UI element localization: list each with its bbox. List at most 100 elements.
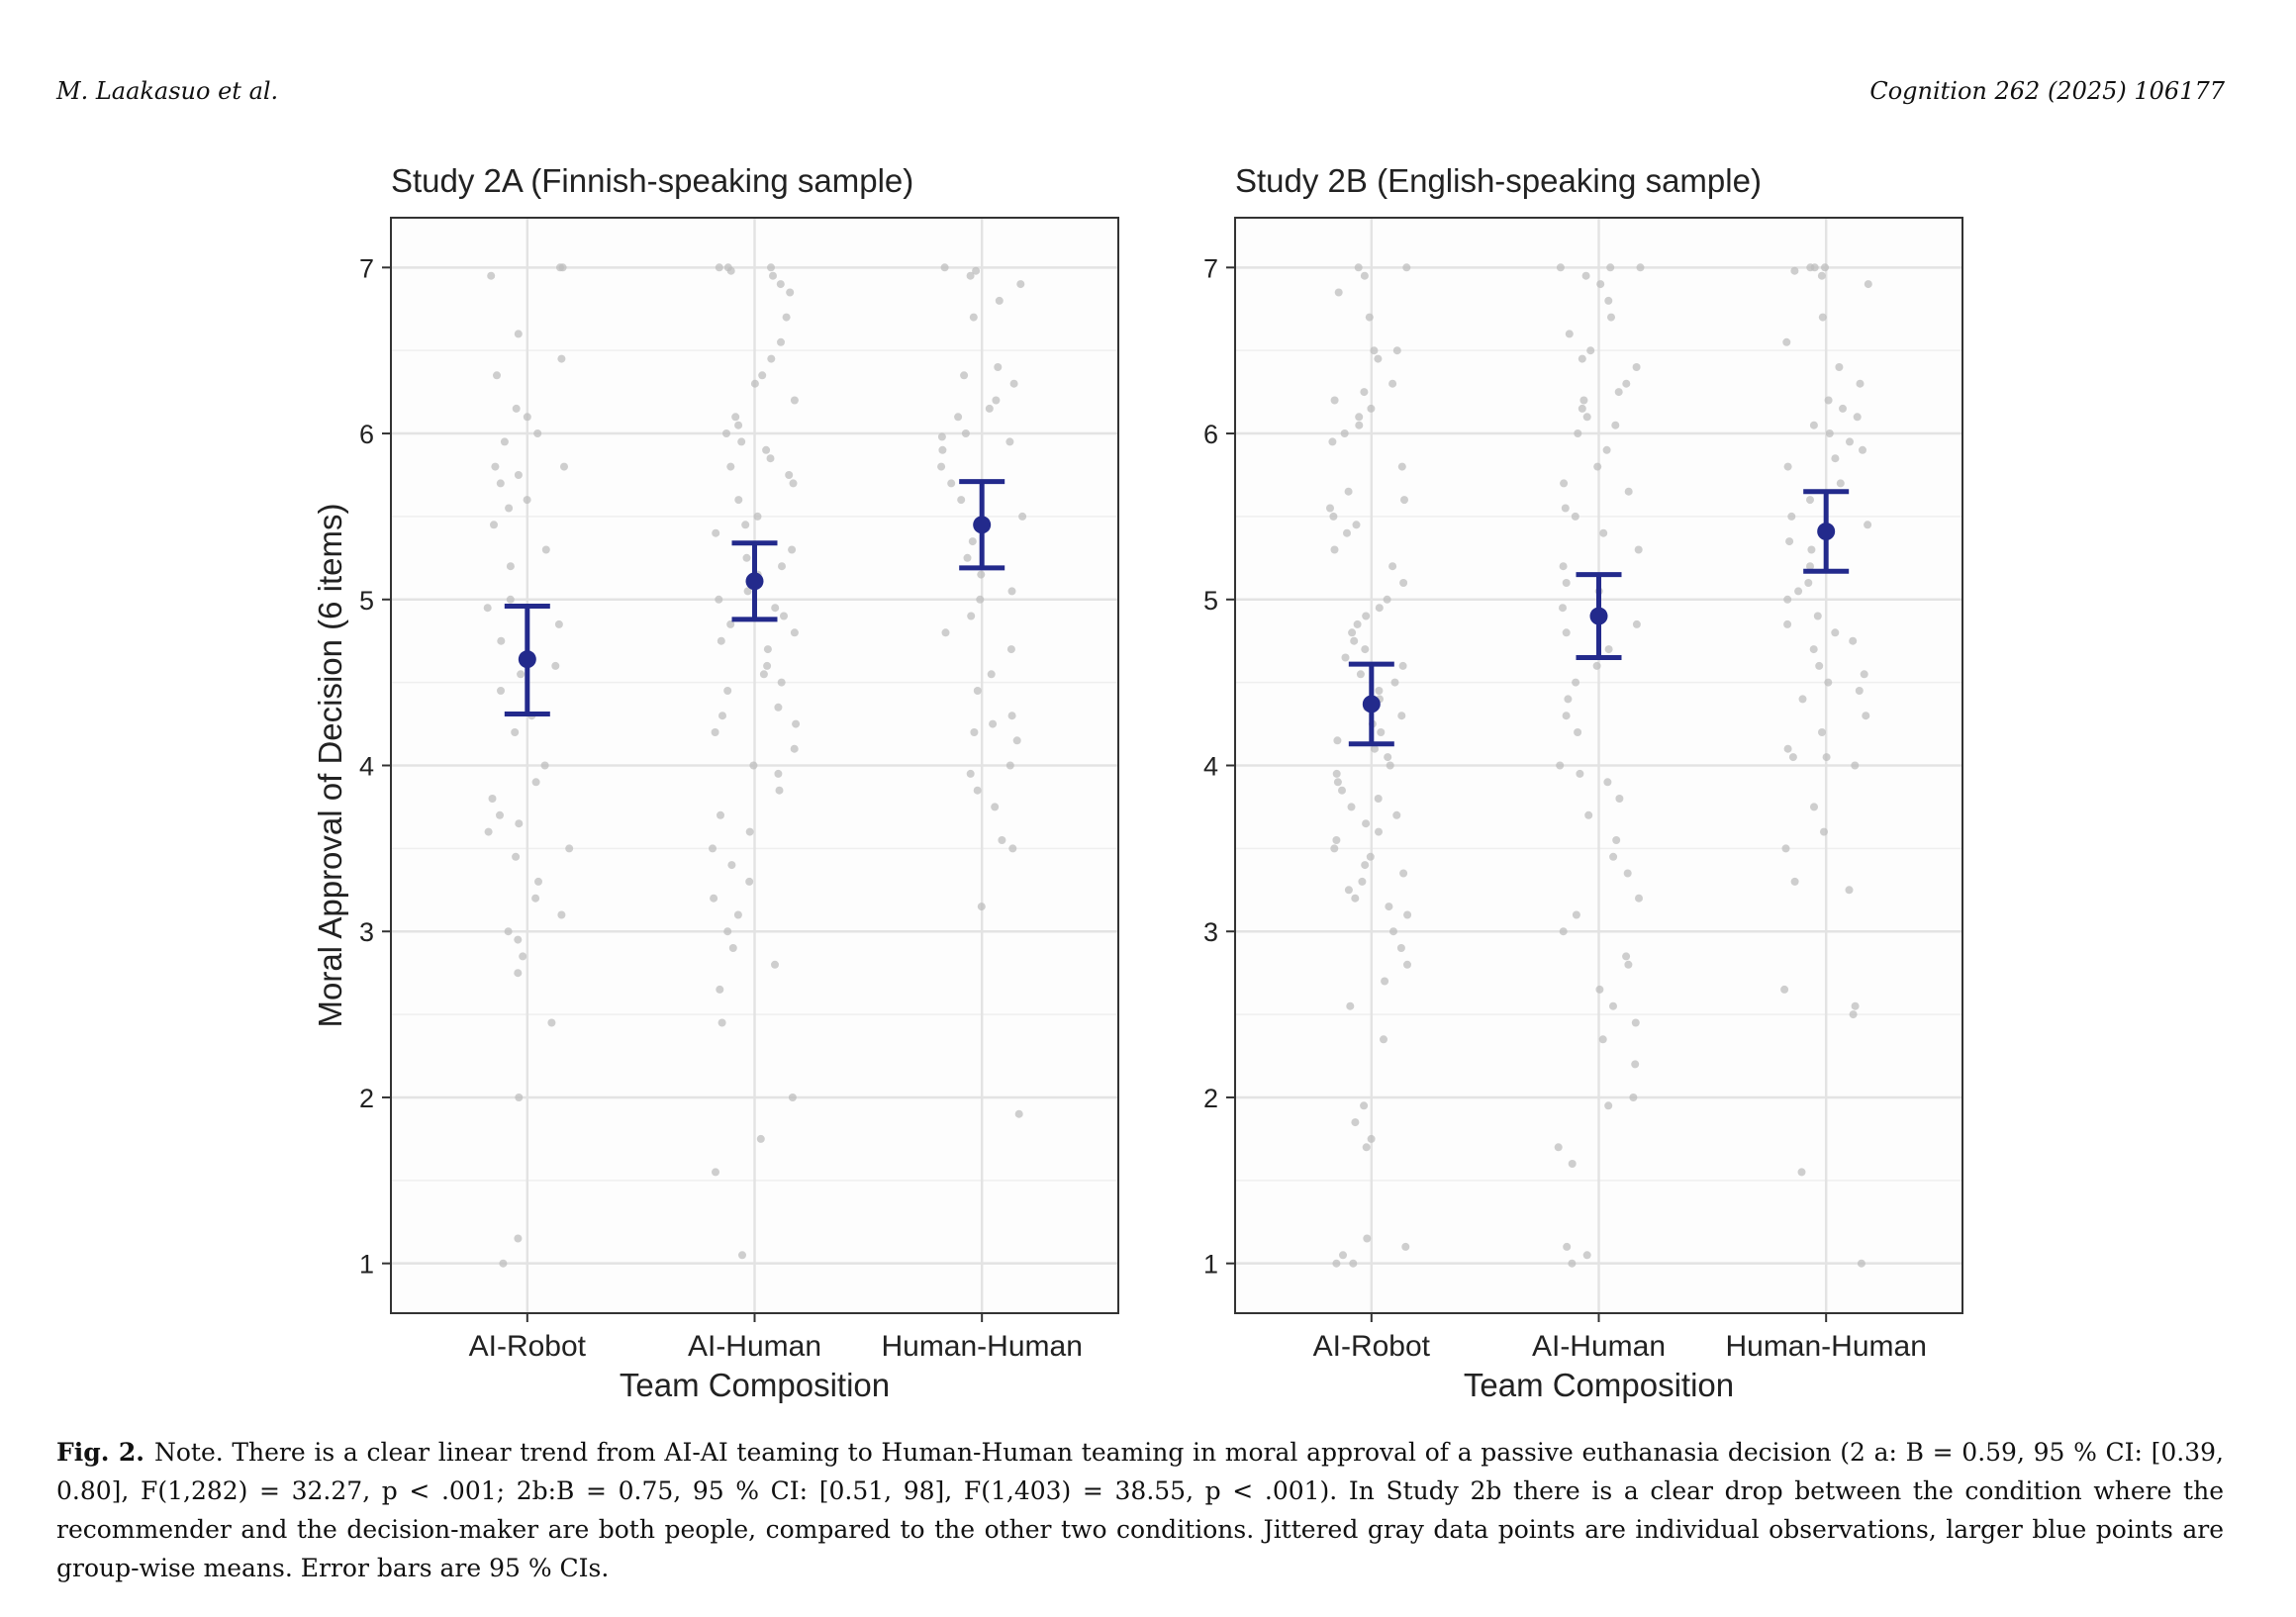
observation-point [776, 280, 785, 289]
observation-point [1855, 687, 1864, 695]
observation-point [1849, 636, 1858, 645]
observation-point [1851, 761, 1860, 770]
observation-point [966, 271, 975, 280]
observation-point [1362, 819, 1371, 828]
observation-point [728, 944, 737, 952]
observation-point [1367, 404, 1376, 413]
observation-point [977, 903, 986, 911]
y-tick-label: 2 [359, 1084, 374, 1113]
group-mean-point [1817, 523, 1836, 541]
observation-point [750, 379, 759, 388]
observation-point [1333, 736, 1342, 745]
observation-point [499, 1259, 508, 1268]
observation-point [1794, 587, 1803, 596]
observation-point [1554, 1143, 1563, 1152]
observation-point [717, 810, 724, 819]
observation-point [523, 496, 531, 505]
observation-point [718, 1018, 726, 1027]
observation-point [1596, 280, 1605, 289]
observation-point [1635, 894, 1643, 903]
observation-point [985, 404, 994, 413]
observation-point [1333, 778, 1342, 787]
observation-point [976, 595, 985, 604]
observation-point [967, 612, 976, 620]
observation-point [992, 396, 1001, 405]
observation-point [1014, 1109, 1023, 1118]
observation-point [519, 952, 527, 961]
observation-point [937, 462, 946, 471]
observation-point [940, 263, 949, 272]
observation-point [788, 545, 797, 554]
observation-point [1338, 786, 1346, 795]
observation-point [1375, 687, 1384, 695]
observation-point [745, 827, 754, 836]
observation-point [1386, 761, 1394, 770]
observation-point [1574, 429, 1582, 437]
observation-point [505, 504, 514, 513]
observation-point [1396, 944, 1405, 952]
observation-point [991, 803, 1000, 811]
observation-point [1371, 744, 1379, 753]
observation-point [968, 537, 977, 546]
observation-point [1815, 661, 1824, 670]
observation-point [1592, 661, 1601, 670]
observation-point [1806, 263, 1815, 272]
observation-point [763, 645, 772, 654]
observation-point [790, 744, 799, 753]
observation-point [734, 421, 743, 429]
observation-point [1356, 670, 1365, 679]
observation-point [715, 263, 723, 272]
observation-point [1807, 545, 1816, 554]
observation-point [1385, 903, 1393, 911]
observation-point [1399, 869, 1408, 878]
group-mean-point [518, 650, 536, 669]
y-tick-label: 2 [1203, 1084, 1218, 1113]
observation-point [1836, 479, 1845, 488]
observation-point [1400, 496, 1408, 505]
observation-point [1572, 678, 1580, 687]
observation-point [1568, 1160, 1577, 1168]
observation-point [769, 271, 777, 280]
observation-point [1825, 429, 1834, 437]
observation-point [1809, 645, 1818, 654]
observation-point [504, 927, 513, 936]
y-axis-title: Moral Approval of Decision (6 items) [312, 503, 348, 1027]
observation-point [1783, 462, 1792, 471]
observation-point [1581, 271, 1590, 280]
y-tick-label: 6 [359, 420, 374, 449]
observation-point [1332, 769, 1341, 778]
observation-point [712, 528, 720, 537]
y-tick-label: 3 [1203, 917, 1218, 947]
panel-border-2 [1234, 217, 1963, 1314]
observation-point [758, 371, 767, 380]
observation-point [712, 1168, 719, 1177]
observation-point [738, 1251, 746, 1260]
observation-point [558, 263, 567, 272]
observation-point [1381, 977, 1389, 986]
group-mean-point [1589, 607, 1608, 625]
observation-point [1344, 886, 1353, 895]
observation-point [1367, 1134, 1376, 1143]
observation-point [1831, 454, 1840, 463]
observation-point [780, 612, 788, 620]
observation-point [1582, 413, 1591, 422]
observation-point [1851, 1001, 1860, 1010]
observation-point [749, 761, 758, 770]
observation-point [743, 587, 752, 596]
observation-point [710, 894, 718, 903]
observation-point [937, 432, 946, 441]
observation-point [1389, 927, 1397, 936]
observation-point [1804, 579, 1813, 587]
observation-point [1397, 462, 1406, 471]
observation-point [1561, 504, 1570, 513]
observation-point [1012, 736, 1021, 745]
observation-point [1565, 330, 1574, 338]
observation-point [1562, 579, 1571, 587]
observation-point [711, 728, 719, 736]
observation-point [515, 819, 524, 828]
observation-point [726, 462, 735, 471]
observation-point [1344, 487, 1353, 496]
observation-point [1813, 612, 1822, 620]
figure-caption: Fig. 2. Note. There is a clear linear tre… [56, 1433, 2224, 1587]
observation-point [1595, 985, 1604, 994]
